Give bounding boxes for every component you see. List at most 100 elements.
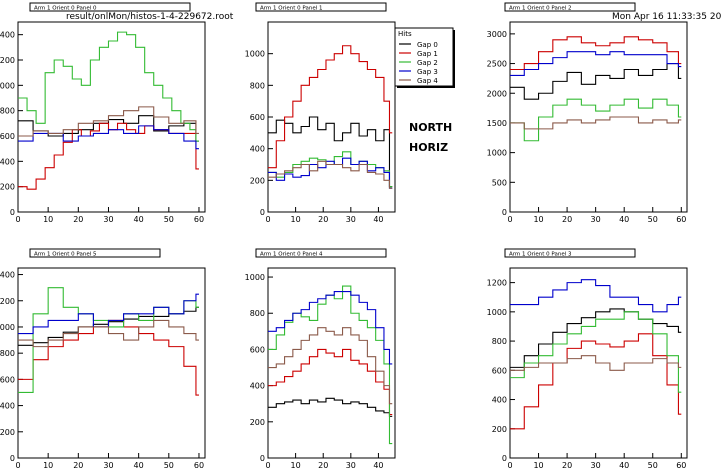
panel-title: Arm 1 Orient 0 Panel 4 — [260, 251, 323, 257]
x-tick-label: 50 — [648, 461, 658, 469]
plot-frame — [267, 267, 396, 459]
annotation-horiz: HORIZ — [409, 141, 449, 154]
series-line-gap-1 — [510, 36, 682, 71]
x-tick-label: 30 — [103, 215, 113, 224]
x-tick-label: 40 — [619, 461, 629, 469]
y-tick-label: 200 — [0, 183, 15, 192]
series-line-gap-1 — [268, 348, 393, 416]
panel-title-box — [504, 248, 636, 258]
series-line-gap-3 — [268, 157, 393, 189]
legend-label: Gap 4 — [417, 77, 438, 85]
y-tick-label: 200 — [250, 418, 265, 427]
y-tick-label: 0 — [10, 454, 15, 463]
legend-label: Gap 1 — [417, 50, 438, 58]
x-tick-label: 10 — [43, 461, 53, 469]
annotation-north: NORTH — [409, 121, 453, 134]
x-tick-label: 50 — [648, 215, 658, 224]
x-tick-label: 0 — [265, 215, 270, 224]
y-tick-label: 200 — [0, 428, 15, 437]
series-line-gap-4 — [18, 319, 199, 348]
panel-title: Arm 1 Orient 0 Panel 0 — [34, 5, 97, 11]
y-tick-label: 600 — [250, 345, 265, 354]
x-tick-label: 20 — [318, 215, 328, 224]
series-line-gap-3 — [18, 125, 199, 150]
y-tick-label: 1200 — [0, 297, 15, 306]
panel-title-box — [29, 2, 191, 12]
x-tick-label: 20 — [73, 215, 83, 224]
series-line-gap-0 — [510, 308, 682, 368]
y-tick-label: 400 — [250, 382, 265, 391]
x-tick-label: 60 — [194, 461, 204, 469]
legend-label: Gap 0 — [417, 41, 438, 49]
y-tick-label: 2500 — [487, 60, 507, 69]
x-tick-label: 10 — [291, 215, 301, 224]
y-tick-label: 0 — [502, 208, 507, 217]
y-tick-label: 1000 — [487, 308, 507, 317]
series-line-gap-4 — [268, 327, 393, 405]
plot-frame — [509, 267, 688, 459]
y-tick-label: 0 — [260, 454, 265, 463]
y-tick-label: 1200 — [487, 279, 507, 288]
y-tick-label: 0 — [502, 454, 507, 463]
x-tick-label: 30 — [346, 461, 356, 469]
series-line-gap-0 — [268, 116, 393, 188]
plot-frame — [509, 21, 688, 213]
y-tick-label: 0 — [10, 208, 15, 217]
x-tick-label: 40 — [619, 215, 629, 224]
x-tick-label: 20 — [73, 461, 83, 469]
y-tick-label: 400 — [0, 157, 15, 166]
x-tick-label: 40 — [373, 461, 383, 469]
y-tick-label: 200 — [492, 425, 507, 434]
x-tick-label: 20 — [562, 461, 572, 469]
series-line-gap-0 — [510, 63, 682, 100]
y-tick-label: 1000 — [245, 273, 265, 282]
timestamp: Mon Apr 16 11:33:35 2007 — [612, 12, 721, 22]
y-tick-label: 800 — [0, 349, 15, 358]
series-line-gap-3 — [510, 51, 682, 76]
series-line-gap-0 — [18, 115, 199, 142]
x-tick-label: 50 — [164, 461, 174, 469]
y-tick-label: 800 — [250, 81, 265, 90]
legend-label: Gap 2 — [417, 59, 438, 67]
y-tick-label: 3000 — [487, 30, 507, 39]
series-line-gap-2 — [18, 31, 199, 142]
y-tick-label: 800 — [250, 309, 265, 318]
y-tick-label: 1200 — [0, 56, 15, 65]
x-tick-label: 0 — [265, 461, 270, 469]
x-tick-label: 60 — [676, 215, 686, 224]
panel-title-box — [29, 248, 161, 258]
panel-title: Arm 1 Orient 0 Panel 5 — [34, 251, 97, 257]
x-tick-label: 0 — [15, 461, 20, 469]
x-tick-label: 0 — [507, 461, 512, 469]
series-line-gap-1 — [268, 45, 393, 169]
series-line-gap-3 — [510, 279, 682, 313]
x-tick-label: 60 — [676, 461, 686, 469]
x-tick-label: 40 — [134, 461, 144, 469]
y-tick-label: 1000 — [487, 149, 507, 158]
x-tick-label: 40 — [373, 215, 383, 224]
series-line-gap-4 — [510, 116, 682, 130]
series-line-gap-4 — [510, 355, 682, 371]
y-tick-label: 600 — [0, 132, 15, 141]
y-tick-label: 1000 — [0, 81, 15, 90]
y-tick-label: 2000 — [487, 89, 507, 98]
y-tick-label: 500 — [492, 178, 507, 187]
x-tick-label: 60 — [194, 215, 204, 224]
series-line-gap-2 — [510, 98, 682, 142]
x-tick-label: 30 — [103, 461, 113, 469]
x-tick-label: 50 — [164, 215, 174, 224]
y-tick-label: 1400 — [0, 31, 15, 40]
x-tick-label: 10 — [43, 215, 53, 224]
y-tick-label: 600 — [0, 375, 15, 384]
series-line-gap-4 — [18, 106, 199, 137]
series-line-gap-1 — [510, 333, 682, 430]
y-tick-label: 800 — [0, 107, 15, 116]
x-tick-label: 0 — [507, 215, 512, 224]
plot-frame — [17, 267, 206, 459]
x-tick-label: 10 — [291, 461, 301, 469]
x-tick-label: 40 — [134, 215, 144, 224]
panel-title: Arm 1 Orient 0 Panel 1 — [260, 5, 323, 11]
file-label: result/onlMon/histos-1-4-229672.root — [66, 12, 234, 22]
series-line-gap-2 — [268, 151, 393, 188]
